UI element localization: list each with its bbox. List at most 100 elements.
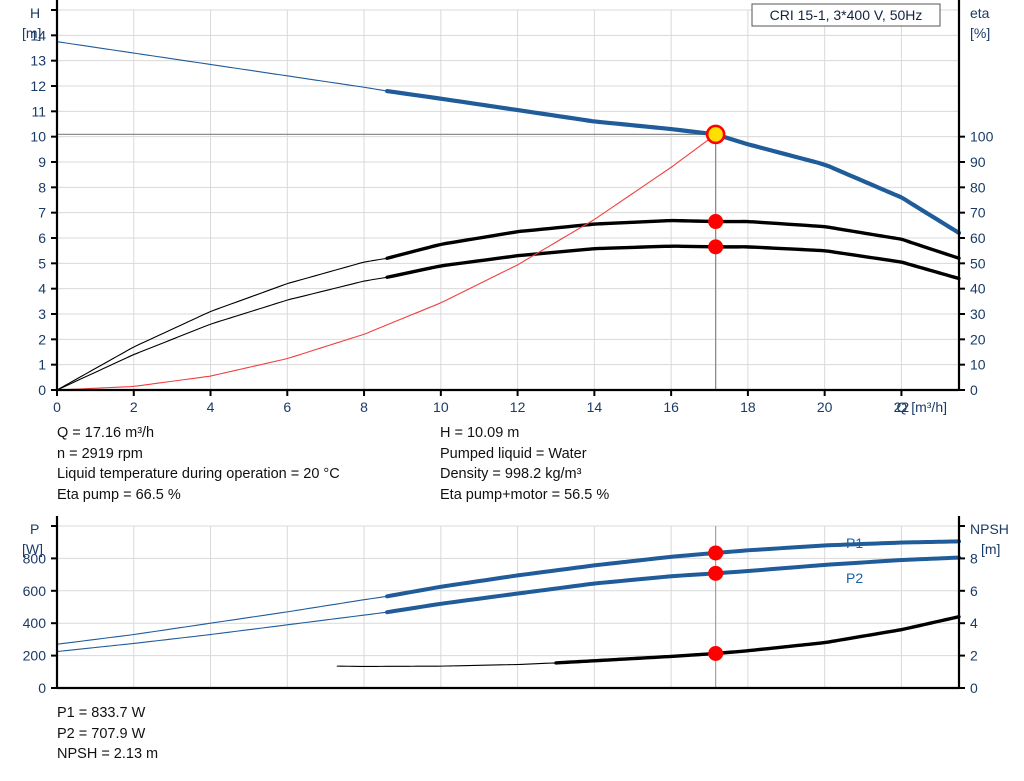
tick-label-h-8: 8 [38, 179, 46, 195]
tick-label-q-6: 6 [283, 399, 291, 415]
power-info-column: P1 = 833.7 W P2 = 707.9 W NPSH = 2.13 m [57, 703, 158, 765]
tick-label-p-600: 600 [23, 583, 47, 599]
curve-thin-eta-pump-motor [56, 276, 388, 391]
tick-label-q-4: 4 [207, 399, 215, 415]
power-npsh: NPSH = 2.13 m [57, 746, 159, 762]
tick-label-h-0: 0 [38, 382, 46, 398]
curve-thin-eta-pump [56, 257, 388, 391]
duty-n: n = 2919 rpm [57, 445, 143, 462]
tick-label-q-18: 18 [740, 399, 756, 415]
duty-eta-pump: Eta pump = 66.5 % [57, 486, 181, 503]
head-efficiency-chart: 0123456789101112131401020304050607080901… [22, 0, 994, 415]
plot-background [57, 10, 959, 390]
power-p1: P1 = 833.7 W [57, 705, 146, 721]
tick-label-npsh-8: 8 [970, 550, 978, 566]
tick-label-q-16: 16 [663, 399, 679, 415]
tick-label-eta-100: 100 [970, 129, 994, 145]
tick-label-eta-10: 10 [970, 357, 986, 373]
curve-thin-p1 [56, 595, 388, 645]
tick-label-npsh-6: 6 [970, 583, 978, 599]
tick-label-q-14: 14 [587, 399, 603, 415]
duty-density: Density = 998.2 kg/m³ [440, 466, 582, 482]
bottom-chart-group: P1 P2 0 200 400 600 800 0 2 4 6 8 P [W] NPSH [m] [22, 516, 1009, 696]
tick-label-eta-70: 70 [970, 205, 986, 221]
tick-label-h-2: 2 [38, 331, 46, 347]
tick-label-h-11: 11 [31, 103, 46, 119]
power-p2: P2 = 707.9 W [57, 725, 146, 742]
tick-label-h-5: 5 [38, 255, 46, 271]
duty-h: H = 10.09 m [440, 425, 520, 441]
system-curve [56, 133, 716, 391]
duty-pumped-liquid: Pumped liquid = Water [440, 445, 587, 462]
tick-label-q-22: 22 [894, 399, 910, 415]
duty-info-column-left: Q = 17.16 m³/h n = 2919 rpm Liquid tempe… [57, 423, 340, 505]
plot-background [57, 526, 959, 688]
duty-point-marker [705, 124, 726, 145]
tick-label-h-14: 14 [30, 27, 46, 43]
tick-label-eta-80: 80 [970, 179, 986, 195]
tick-label-h-10: 10 [30, 129, 46, 145]
tick-label-p-800: 800 [23, 550, 47, 566]
y-axis-right-title: eta [970, 5, 990, 21]
top-chart-group: 0123456789101112131401020304050607080901… [22, 0, 994, 415]
curve-npsh [554, 615, 961, 665]
tick-label-q-12: 12 [510, 399, 526, 415]
eta-pump-marker [708, 214, 724, 230]
tick-label-q-0: 0 [53, 399, 61, 415]
series-label-p1: P1 [846, 535, 863, 551]
title-box-label: CRI 15-1, 3*400 V, 50Hz [770, 7, 923, 23]
tick-label-q-10: 10 [433, 399, 449, 415]
title-box [751, 3, 941, 27]
tick-label-eta-50: 50 [970, 255, 986, 271]
tick-label-p-0: 0 [38, 680, 46, 696]
curve-thin-head-h [56, 41, 388, 92]
y-axis-left-title: H [30, 5, 40, 21]
duty-q: Q = 17.16 m³/h [57, 425, 155, 441]
tick-label-q-2: 2 [130, 399, 138, 415]
tick-label-eta-30: 30 [970, 306, 986, 322]
curve-eta-pump [385, 218, 961, 260]
tick-label-h-1: 1 [38, 357, 46, 373]
curve-thin-npsh [336, 662, 557, 668]
marker-p2 [708, 565, 724, 581]
series-label-p2: P2 [846, 570, 863, 586]
tick-label-h-7: 7 [38, 205, 46, 221]
y-axis-left-title: P [30, 521, 39, 537]
tick-label-eta-0: 0 [970, 382, 978, 398]
tick-label-h-13: 13 [30, 53, 46, 69]
power-npsh-chart: P1 P2 0 200 400 600 800 0 2 4 6 8 P [W] NPSH [m] [22, 516, 1009, 696]
duty-liquid-temp: Liquid temperature during operation = 20… [57, 466, 340, 482]
tick-label-h-6: 6 [38, 230, 46, 246]
marker-p1 [708, 545, 724, 561]
tick-label-h-3: 3 [38, 306, 46, 322]
tick-label-npsh-0: 0 [970, 680, 978, 696]
eta-pump-motor-marker [708, 239, 724, 255]
y-axis-right-title: NPSH [970, 521, 1009, 537]
marker-npsh [708, 645, 724, 661]
tick-label-npsh-2: 2 [970, 648, 978, 664]
y-axis-right-unit: [m] [981, 541, 1000, 557]
tick-label-eta-20: 20 [970, 331, 986, 347]
y-axis-right-unit: [%] [970, 25, 990, 41]
tick-label-h-12: 12 [30, 78, 46, 94]
duty-info-column-right: H = 10.09 m Pumped liquid = Water Densit… [440, 423, 609, 505]
tick-label-eta-60: 60 [970, 230, 986, 246]
tick-label-p-400: 400 [23, 615, 47, 631]
tick-label-q-20: 20 [817, 399, 833, 415]
curve-thin-p2 [56, 611, 388, 653]
tick-label-p-200: 200 [23, 648, 47, 664]
curve-head-h [384, 88, 962, 236]
x-axis-title: Q [m³/h] [896, 399, 947, 415]
tick-label-eta-90: 90 [970, 154, 986, 170]
curve-p2 [385, 555, 961, 615]
tick-label-q-8: 8 [360, 399, 368, 415]
duty-eta-pump-motor: Eta pump+motor = 56.5 % [440, 486, 610, 503]
curve-eta-pump-motor [385, 244, 961, 281]
tick-label-h-4: 4 [38, 281, 46, 297]
y-axis-left-unit: [W] [22, 541, 43, 557]
tick-label-h-9: 9 [38, 154, 46, 170]
tick-label-npsh-4: 4 [970, 615, 978, 631]
y-axis-left-unit: [m] [22, 25, 41, 41]
tick-label-eta-40: 40 [970, 281, 986, 297]
